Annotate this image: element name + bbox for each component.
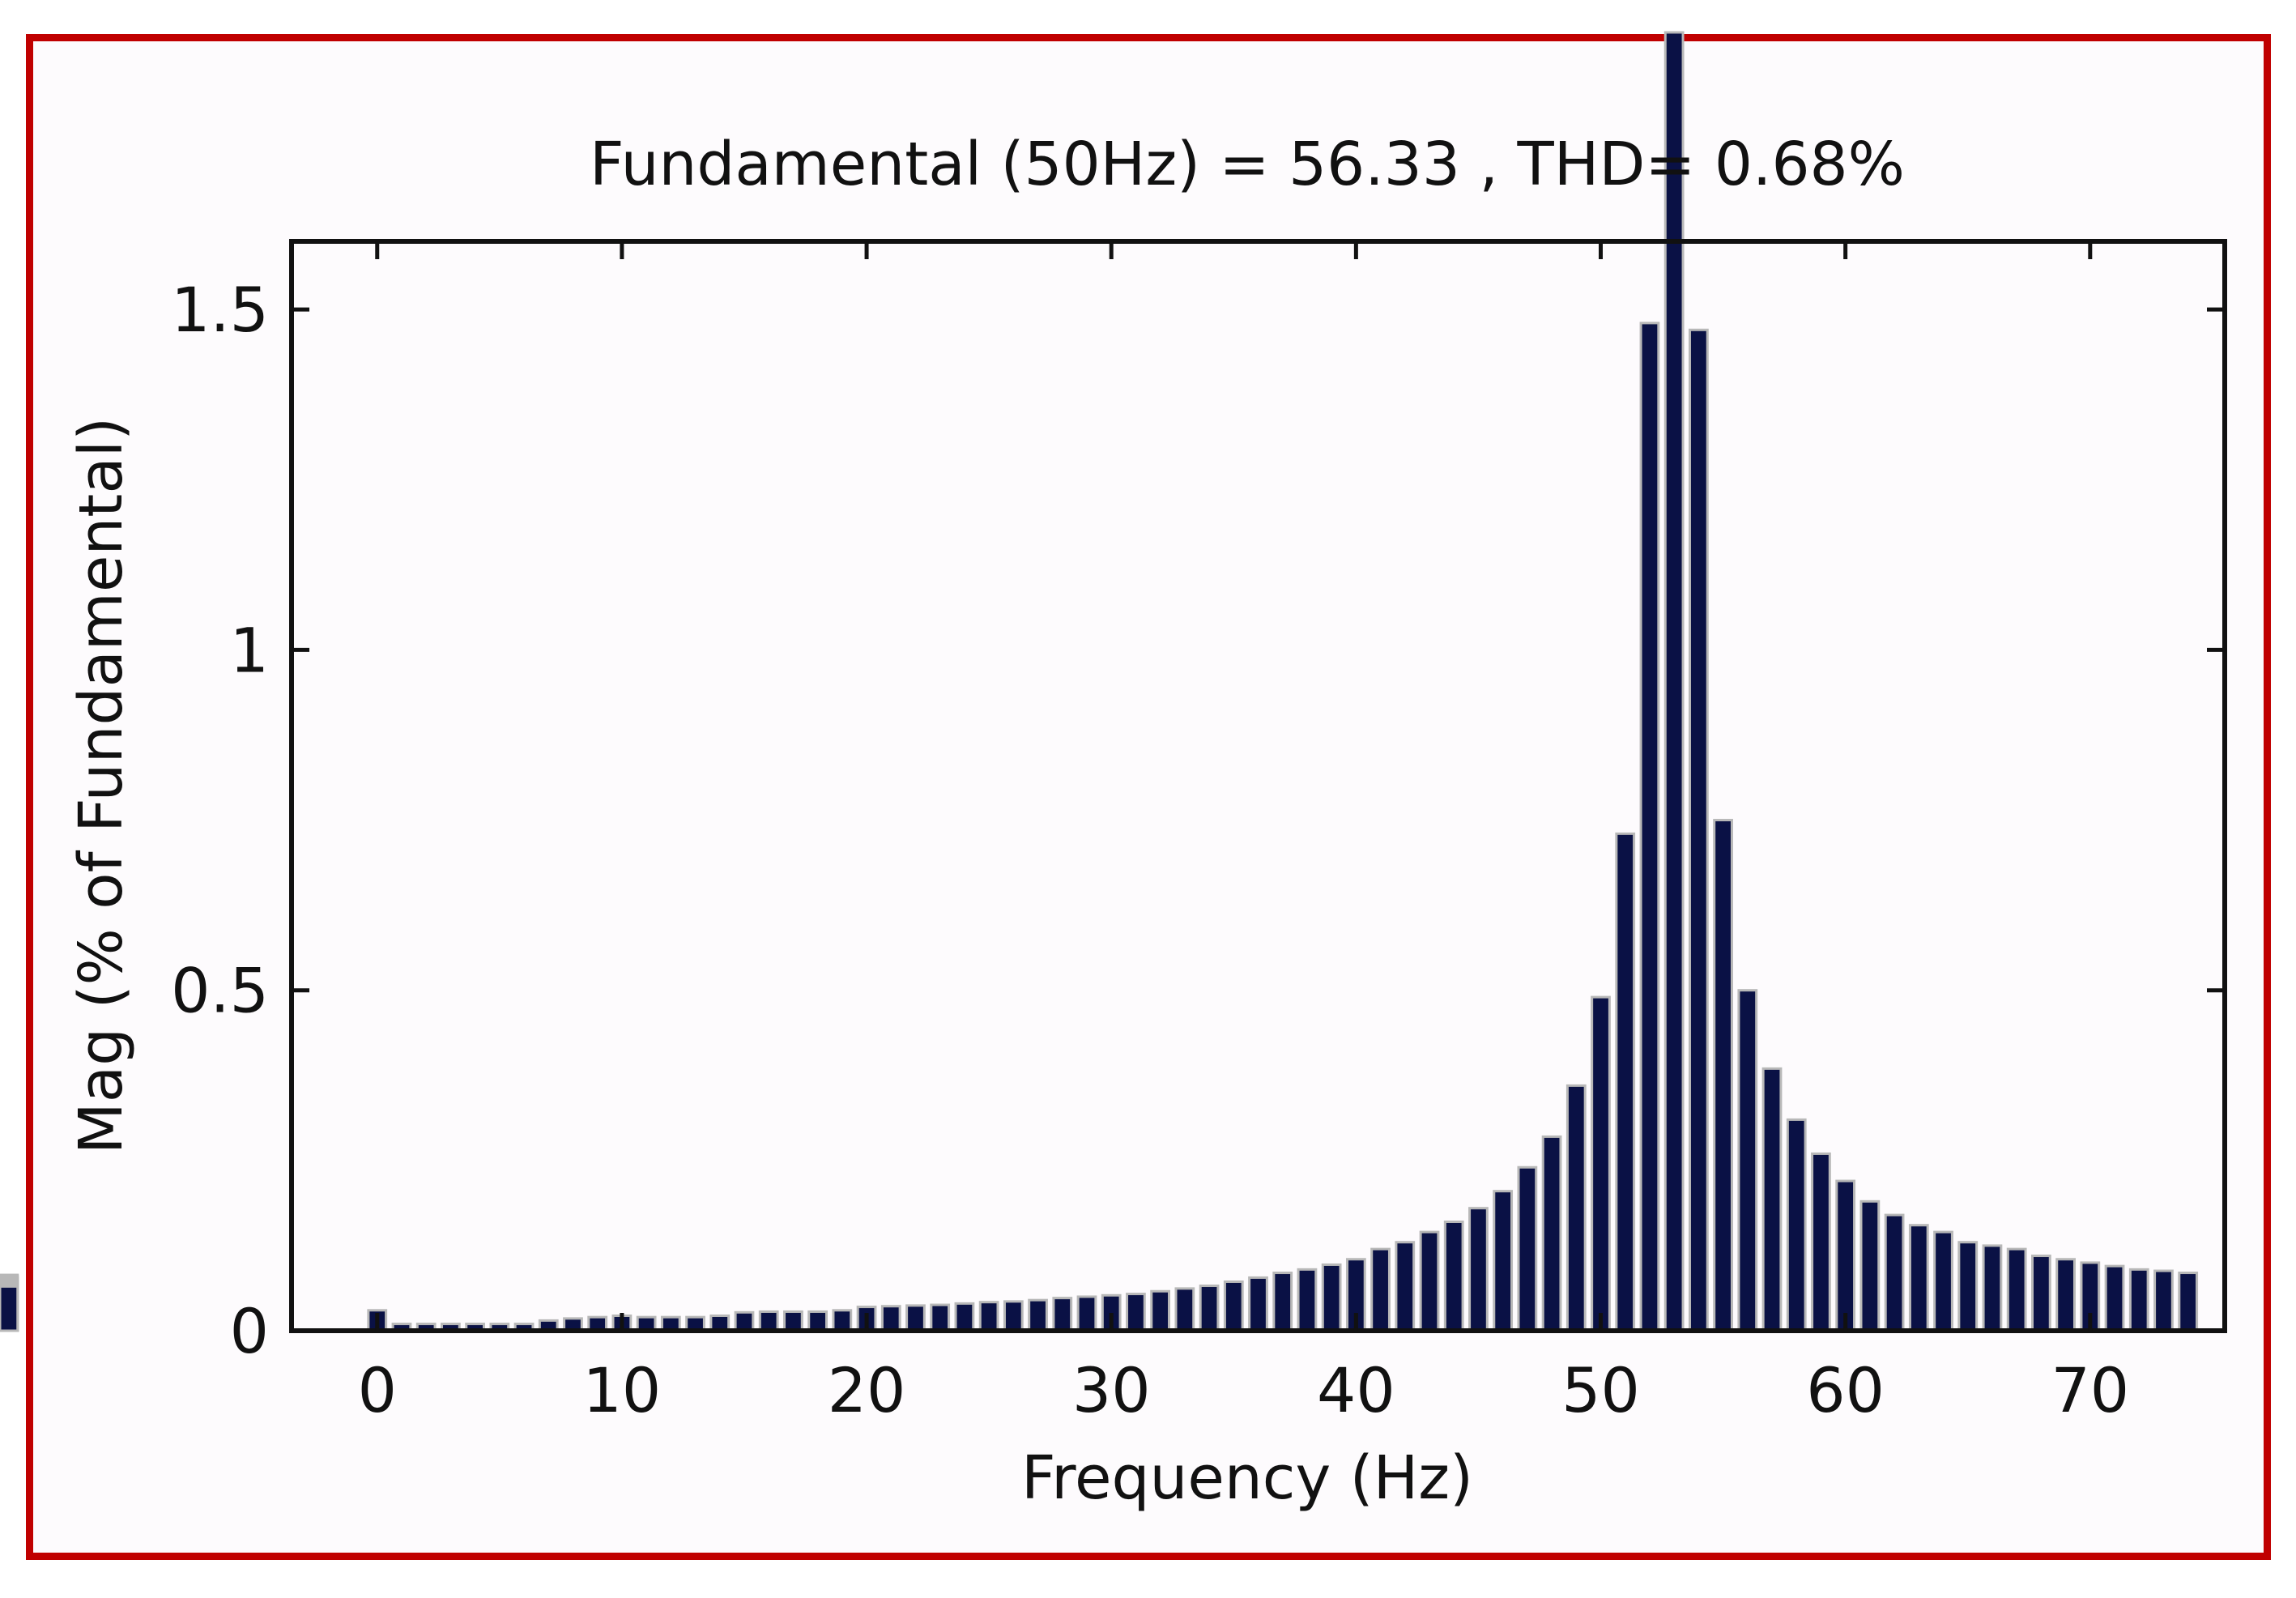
x-tick-label-20: 20 [828,1354,906,1426]
bar-21hz [880,1305,901,1332]
x-tick-label-30: 30 [1072,1354,1151,1426]
bar-37hz [1272,1272,1293,1332]
bar-59hz [1811,1152,1831,1332]
bar-57hz [1761,1067,1783,1332]
bar-63hz [1908,1224,1929,1332]
bar-24hz [954,1302,975,1332]
bar-53hz [1663,31,1685,1332]
bar-52hz [1639,322,1660,1332]
x-tick-label-70: 70 [2051,1354,2129,1426]
bar-28hz [1052,1297,1073,1332]
x-tick-label-50: 50 [1561,1354,1640,1426]
y-tick-label-0.5: 0.5 [171,955,269,1027]
bar-42hz [1395,1241,1416,1332]
x-tick-label-40: 40 [1317,1354,1395,1426]
bar-41hz [1370,1247,1391,1332]
x-tick-label-0: 0 [358,1354,397,1426]
bar-43hz [1419,1230,1440,1332]
bar-26hz [1003,1300,1024,1332]
bar-67hz [2006,1247,2027,1332]
bar-50hz [1591,995,1611,1332]
y-axis-title: Mag (% of Fundamental) [66,417,136,1154]
x-tick-label-60: 60 [1806,1354,1885,1426]
bar-74hz [2178,1272,2199,1332]
bar-23hz [930,1303,951,1332]
bar-47hz [1517,1165,1538,1332]
bar-38hz [1297,1268,1318,1332]
bar-29hz [1076,1295,1097,1332]
bar-33hz [1174,1287,1195,1332]
bar-35hz [1223,1280,1244,1332]
bar-25hz [978,1301,999,1332]
labels-layer: 0 10 20 30 40 50 60 70 0 0.5 1 1.5 [171,274,2129,1426]
bar-60hz [1835,1179,1856,1332]
bar-39hz [1321,1263,1342,1332]
bar-36hz [1248,1276,1268,1332]
y-tick-label-1.5: 1.5 [171,274,269,346]
axes-box [289,239,2227,1333]
bar-64hz [1933,1230,1953,1332]
bars-layer [0,31,2199,1332]
y-tick-label-0: 0 [230,1295,269,1367]
bar-55hz [1713,819,1733,1332]
bar-27hz [1028,1298,1048,1332]
bar-58hz [1786,1118,1807,1332]
bar-44hz [1443,1221,1464,1332]
bar-73hz [2153,1269,2174,1332]
bar-69hz [2055,1258,2076,1332]
bar-71hz [2104,1264,2125,1332]
bar-17hz [783,1310,803,1332]
chart-title: Fundamental (50Hz) = 56.33 , THD= 0.68% [590,130,1905,199]
bar-56hz [1737,989,1758,1332]
bar-66hz [1982,1244,2003,1332]
bar-62hz [1884,1213,1905,1332]
bar-61hz [1859,1200,1881,1332]
y-tick-label-1: 1 [230,614,269,686]
bar-51hz [1615,832,1636,1332]
bar-72hz [2128,1268,2149,1332]
x-tick-label-10: 10 [583,1354,662,1426]
bar-31hz [1126,1293,1146,1332]
bar-68hz [2031,1255,2051,1332]
bar-48hz [1541,1135,1562,1332]
bar-49hz [1565,1084,1587,1332]
bar-undefinedhz [0,1285,19,1332]
bar-45hz [1468,1207,1489,1332]
bar-32hz [1150,1289,1171,1332]
bar-34hz [1199,1285,1220,1332]
bar-46hz [1493,1190,1514,1332]
x-axis-title: Frequency (Hz) [1021,1443,1473,1513]
bar-65hz [1957,1241,1979,1332]
ticks-layer [292,241,2225,1333]
bar-16hz [758,1310,779,1332]
bar-22hz [905,1304,926,1332]
bar-15hz [734,1310,755,1332]
bar-18hz [807,1310,829,1332]
bar-54hz [1688,328,1709,1332]
bar-19hz [832,1309,853,1332]
